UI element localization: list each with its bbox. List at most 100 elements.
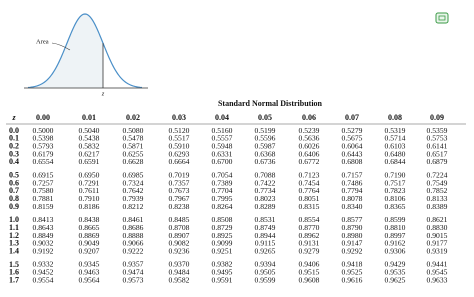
cell: 0.7734: [255, 186, 276, 195]
cell: 0.8749: [255, 223, 276, 232]
cell: 0.8508: [212, 215, 233, 224]
column-header: z: [11, 113, 16, 122]
cell: 0.9066: [123, 239, 144, 248]
cell: 0.6591: [79, 157, 100, 166]
cell: 0.9099: [212, 239, 233, 248]
cell: 0.8159: [33, 202, 54, 211]
cell: 0.5517: [169, 134, 190, 143]
z-label: z: [101, 90, 105, 97]
cell: 0.8289: [255, 202, 276, 211]
cell: 0.9032: [33, 239, 54, 248]
cell: 0.6480: [385, 149, 406, 158]
cell: 0.5199: [255, 126, 276, 135]
cell: 0.9177: [427, 239, 448, 248]
cell: 0.8944: [255, 231, 276, 240]
cell: 0.8106: [385, 194, 406, 203]
cell: 0.5000: [33, 126, 54, 135]
cell: 0.5832: [79, 141, 100, 150]
cell: 0.5714: [385, 134, 406, 143]
cell: 0.7157: [342, 170, 363, 179]
cell: 0.5239: [299, 126, 320, 135]
cell: 0.9115: [255, 239, 276, 248]
cell: 0.8023: [255, 194, 276, 203]
cell: 0.7823: [385, 186, 406, 195]
cell: 0.9545: [427, 268, 448, 277]
cell: 0.9251: [212, 246, 233, 255]
cell: 0.7454: [299, 178, 320, 187]
cell: 0.7764: [299, 186, 320, 195]
cell: 0.5910: [169, 141, 190, 150]
cell: 0.5398: [33, 134, 54, 143]
row-z: 1.2: [9, 231, 19, 240]
cell: 0.7549: [427, 178, 448, 187]
cell: 0.7054: [212, 170, 233, 179]
row-z: 1.7: [9, 275, 19, 284]
cell: 0.9591: [212, 275, 233, 284]
cell: 0.7257: [33, 178, 54, 187]
row-z: 1.1: [9, 223, 19, 232]
cell: 0.9082: [169, 239, 190, 248]
row-z: 1.5: [9, 260, 19, 269]
cell: 0.8078: [342, 194, 363, 203]
cell: 0.8925: [212, 231, 233, 240]
row-z: 0.0: [9, 126, 19, 135]
cell: 0.7088: [255, 170, 276, 179]
cell: 0.9582: [169, 275, 190, 284]
cell: 0.5319: [385, 126, 406, 135]
cell: 0.9573: [123, 275, 144, 284]
cell: 0.7486: [342, 178, 363, 187]
cell: 0.9484: [169, 268, 190, 277]
row-z: 0.2: [9, 142, 19, 151]
row-z: 0.1: [9, 134, 19, 143]
cell: 0.8340: [342, 202, 363, 211]
cell: 0.9441: [427, 260, 448, 269]
cell: 0.9319: [427, 246, 448, 255]
cell: 0.7422: [255, 178, 276, 187]
cell: 0.5279: [342, 126, 363, 135]
cell: 0.6879: [427, 157, 448, 166]
cell: 0.7123: [299, 170, 320, 179]
row-z: 1.4: [9, 247, 19, 256]
cell: 0.8770: [299, 223, 320, 232]
cell: 0.9162: [385, 239, 406, 248]
column-header: 0.01: [82, 113, 96, 122]
cell: 0.6406: [299, 149, 320, 158]
cell: 0.8212: [123, 202, 144, 211]
cell: 0.8810: [385, 223, 406, 232]
column-header: 0.08: [388, 113, 402, 122]
column-header: 0.00: [36, 113, 50, 122]
cell: 0.9306: [385, 246, 406, 255]
cell: 0.8133: [427, 194, 448, 203]
area-label: Area: [36, 38, 49, 45]
cell: 0.7881: [33, 194, 54, 203]
shaded-area: [28, 14, 103, 88]
column-header: 0.04: [215, 113, 229, 122]
cell: 0.6736: [255, 157, 276, 166]
cell: 0.9236: [169, 246, 190, 255]
cell: 0.6844: [385, 157, 406, 166]
cell: 0.9292: [342, 246, 363, 255]
cell: 0.6026: [299, 141, 320, 150]
cell: 0.9332: [33, 260, 54, 269]
cell: 0.7995: [212, 194, 233, 203]
cell: 0.9207: [79, 246, 100, 255]
cell: 0.6331: [212, 149, 233, 158]
cell: 0.9495: [212, 268, 233, 277]
cell: 0.6772: [299, 157, 320, 166]
cell: 0.6217: [79, 149, 100, 158]
cell: 0.9525: [342, 268, 363, 277]
expand-icon[interactable]: [435, 12, 449, 24]
cell: 0.8554: [299, 215, 320, 224]
cell: 0.7224: [427, 170, 448, 179]
cell: 0.5438: [79, 134, 100, 143]
cell: 0.7019: [169, 170, 190, 179]
cell: 0.8729: [212, 223, 233, 232]
row-z: 0.8: [9, 194, 19, 203]
cell: 0.5987: [255, 141, 276, 150]
cell: 0.5948: [212, 141, 233, 150]
cell: 0.8869: [79, 231, 100, 240]
cell: 0.6700: [212, 157, 233, 166]
cell: 0.8599: [385, 215, 406, 224]
cell: 0.9633: [427, 275, 448, 284]
cell: 0.6950: [79, 170, 100, 179]
